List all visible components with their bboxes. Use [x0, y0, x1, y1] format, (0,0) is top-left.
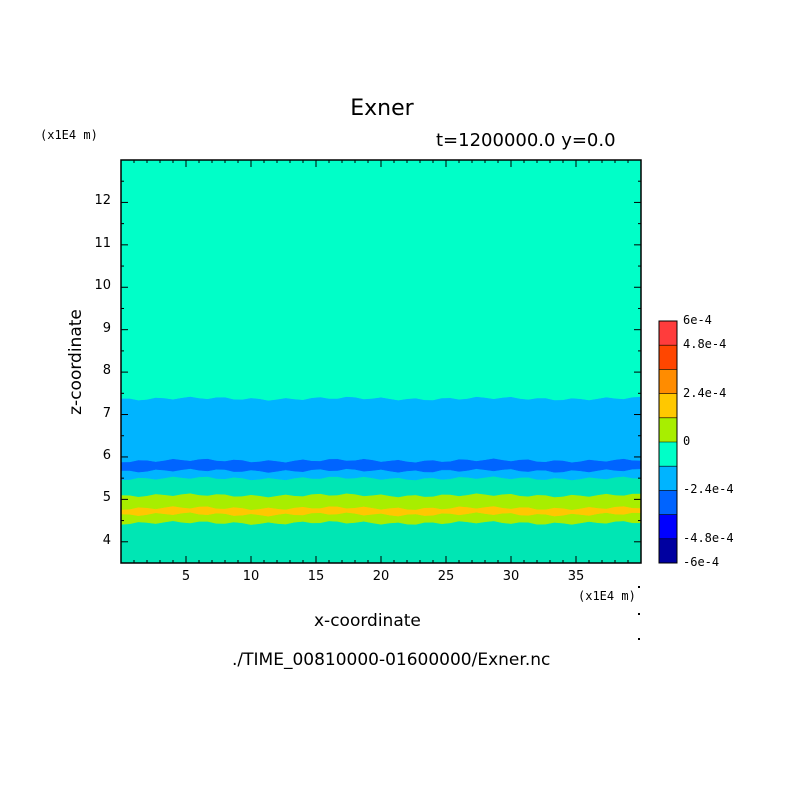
colorbar-swatch	[659, 417, 677, 442]
chart-title: Exner	[350, 96, 414, 121]
decorative-dot	[638, 586, 640, 588]
colorbar-label: -4.8e-4	[683, 530, 734, 545]
colorbar-swatch	[659, 466, 677, 491]
x-tick-label: 15	[307, 569, 325, 584]
y-tick-label: 9	[102, 320, 111, 336]
y-tick-label: 5	[102, 490, 111, 506]
colorbar-swatch	[659, 514, 677, 539]
contour-band	[120, 396, 642, 463]
colorbar-swatch	[659, 369, 677, 394]
colorbar-label: 2.4e-4	[683, 385, 727, 400]
x-tick-label: 30	[502, 569, 520, 584]
colorbar-label: 0	[683, 434, 691, 448]
colorbar-swatch	[659, 442, 677, 467]
colorbar-label: -2.4e-4	[683, 482, 734, 497]
x-tick-label: 35	[567, 569, 585, 584]
colorbar-swatch	[659, 345, 677, 370]
x-tick-label: 20	[372, 569, 390, 584]
colorbar-label: 6e-4	[683, 313, 712, 327]
x-tick-label: 10	[242, 569, 260, 584]
y-tick-label: 11	[94, 235, 111, 251]
colorbar-swatch	[659, 393, 677, 418]
y-tick-label: 10	[94, 278, 111, 294]
y-axis-unit-label: (x1E4 m)	[40, 128, 98, 142]
y-tick-label: 12	[94, 193, 111, 209]
colorbar-swatch	[659, 538, 677, 563]
x-axis-label: x-coordinate	[314, 611, 421, 631]
x-tick-label: 5	[181, 569, 191, 584]
source-filename: ./TIME_00810000-01600000/Exner.nc	[232, 650, 551, 670]
decorative-dot	[638, 613, 640, 615]
x-tick-label: 25	[437, 569, 455, 584]
contour-band	[120, 159, 642, 401]
decorative-dot	[638, 638, 640, 640]
colorbar-swatch	[659, 490, 677, 515]
colorbar-label: 4.8e-4	[683, 337, 727, 352]
y-tick-label: 8	[102, 363, 111, 379]
colorbar-label: -6e-4	[683, 555, 720, 569]
y-tick-label: 6	[102, 447, 111, 463]
y-tick-label: 7	[102, 405, 111, 421]
chart-subtitle: t=1200000.0 y=0.0	[436, 130, 616, 151]
colorbar-swatch	[659, 321, 677, 346]
x-axis-unit-label: (x1E4 m)	[578, 589, 636, 603]
y-tick-label: 4	[102, 532, 111, 548]
